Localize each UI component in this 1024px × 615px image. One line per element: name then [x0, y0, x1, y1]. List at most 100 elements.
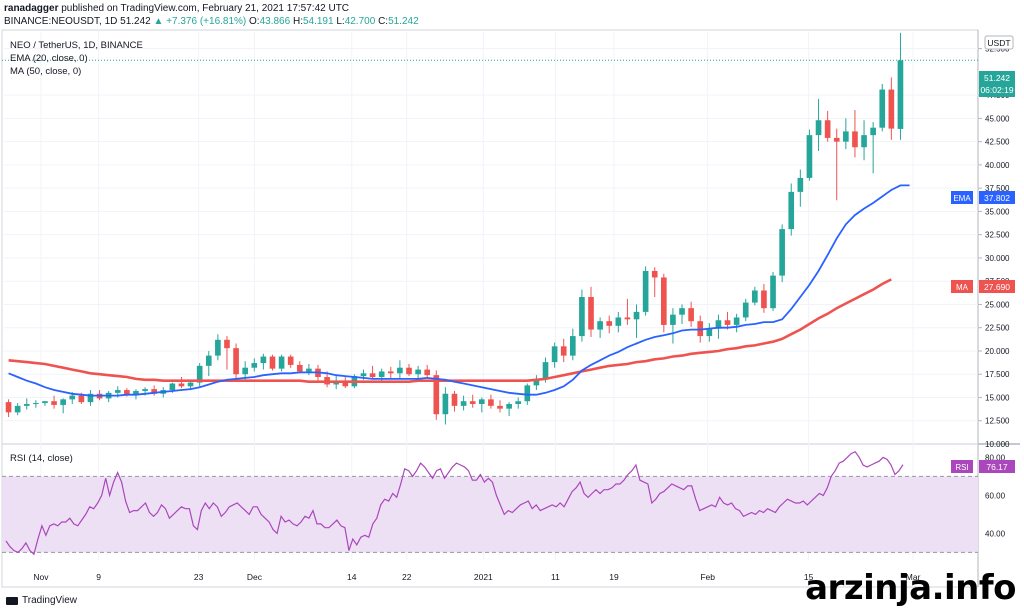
last-price: 51.242 — [120, 16, 151, 27]
candle-body — [142, 389, 148, 391]
time-axis-ticks: Nov 9 23 Dec 14 22 2021 11 19 Feb 15 Mar — [33, 572, 920, 582]
countdown-timer: 06:02:19 — [980, 85, 1013, 95]
candle-body — [23, 403, 30, 406]
time-tick-label: 19 — [609, 572, 619, 582]
candle-body — [697, 321, 704, 337]
candle-body — [715, 320, 722, 329]
candle-body — [260, 356, 267, 364]
symbol-line: BINANCE:NEOUSDT, 1D — [4, 16, 118, 27]
candle-body — [251, 363, 258, 368]
candle-body — [824, 120, 831, 138]
tradingview-icon — [6, 596, 18, 605]
candle-body — [215, 339, 221, 356]
price-tick-label: 45.000 — [985, 114, 1010, 123]
time-tick-label: Feb — [700, 572, 715, 582]
ema-badge-value: 37.802 — [984, 193, 1010, 203]
rsi-band — [2, 476, 978, 553]
ema-badge: EMA 37.802 — [951, 191, 1015, 204]
candle-body — [688, 308, 694, 322]
high-label: H: — [292, 16, 303, 27]
close-value: 51.242 — [388, 16, 419, 27]
candle-body — [406, 367, 412, 375]
time-tick-label: 9 — [96, 572, 101, 582]
candle-body — [533, 378, 540, 386]
candle-body — [133, 390, 139, 395]
candle-body — [196, 365, 203, 383]
price-tick-label: 35.000 — [985, 207, 1010, 216]
candle-body — [451, 393, 458, 406]
currency-badge: USDT — [984, 35, 1014, 50]
candle-body — [397, 367, 403, 374]
candle-body — [433, 375, 440, 415]
candle-body — [87, 393, 94, 403]
ma-badge-value: 27.690 — [984, 282, 1010, 292]
candle-body — [815, 120, 822, 136]
price-badge: 51.242 06:02:19 — [979, 71, 1015, 97]
price-axis-ticks: 10.000 12.500 15.000 17.500 20.000 22.500 25.0… — [978, 45, 1010, 449]
candle-body — [560, 346, 567, 356]
candle-body — [624, 317, 631, 320]
candle-body — [506, 403, 512, 409]
candle-body — [469, 401, 476, 404]
price-tick-label: 10.000 — [985, 440, 1010, 449]
publish-info: ranadagger published on TradingView.com,… — [4, 3, 349, 14]
price-tick-label: 40.000 — [985, 161, 1010, 170]
candle-body — [78, 395, 85, 403]
rsi-tick-label: 60.00 — [985, 491, 1006, 500]
ohlc-line: BINANCE:NEOUSDT, 1D 51.242 ▲ +7.376 (+16… — [4, 16, 419, 27]
candle-body — [888, 89, 895, 129]
candle-body — [360, 373, 367, 377]
rsi-tick-label: 40.00 — [985, 529, 1006, 538]
tradingview-logo[interactable]: TradingView — [6, 595, 77, 606]
open-label: O: — [249, 16, 260, 27]
price-tick-label: 22.500 — [985, 324, 1010, 333]
candle-body — [169, 383, 176, 391]
candle-body — [51, 401, 57, 405]
currency-label: USDT — [987, 38, 1010, 48]
price-tick-label: 25.000 — [985, 300, 1010, 309]
candle-body — [342, 380, 349, 387]
candle-body — [187, 382, 194, 387]
candle-body — [642, 270, 649, 312]
candle-body — [806, 135, 813, 178]
candle-body — [742, 302, 749, 318]
time-tick-label: 15 — [804, 572, 814, 582]
price-change: ▲ +7.376 (+16.81%) — [153, 16, 247, 27]
rsi-line — [5, 450, 904, 556]
candle-body — [488, 399, 494, 406]
candle-body — [579, 297, 585, 337]
candle-body — [679, 308, 685, 315]
candle-body — [597, 321, 603, 330]
rsi-badge-value: 76.17 — [986, 462, 1008, 472]
candle-body — [833, 137, 840, 142]
candle-body — [733, 317, 740, 325]
candle-body — [661, 277, 667, 325]
candle-body — [797, 177, 804, 192]
candle-body — [569, 336, 576, 356]
candle-body — [515, 401, 522, 404]
candle-body — [497, 405, 503, 409]
time-tick-label: 14 — [347, 572, 357, 582]
candle-body — [670, 314, 676, 325]
candle-body — [369, 373, 376, 378]
candle-body — [460, 401, 467, 406]
candle-body — [42, 401, 48, 404]
candle-body — [114, 390, 121, 393]
candle-body — [724, 320, 731, 325]
price-tick-label: 12.500 — [985, 417, 1010, 426]
candle-body — [651, 270, 658, 278]
ema-line — [8, 184, 910, 397]
price-tick-label: 30.000 — [985, 254, 1010, 263]
time-tick-label: Mar — [906, 572, 921, 582]
open-value: 43.866 — [259, 16, 291, 27]
price-tick-label: 37.500 — [985, 184, 1010, 193]
candle-body — [424, 369, 431, 376]
candle-body — [588, 297, 594, 330]
candle-body — [770, 275, 776, 309]
candle-body — [615, 317, 622, 326]
candle-body — [124, 390, 130, 395]
time-tick-label: 23 — [194, 572, 204, 582]
candle-body — [178, 383, 185, 387]
